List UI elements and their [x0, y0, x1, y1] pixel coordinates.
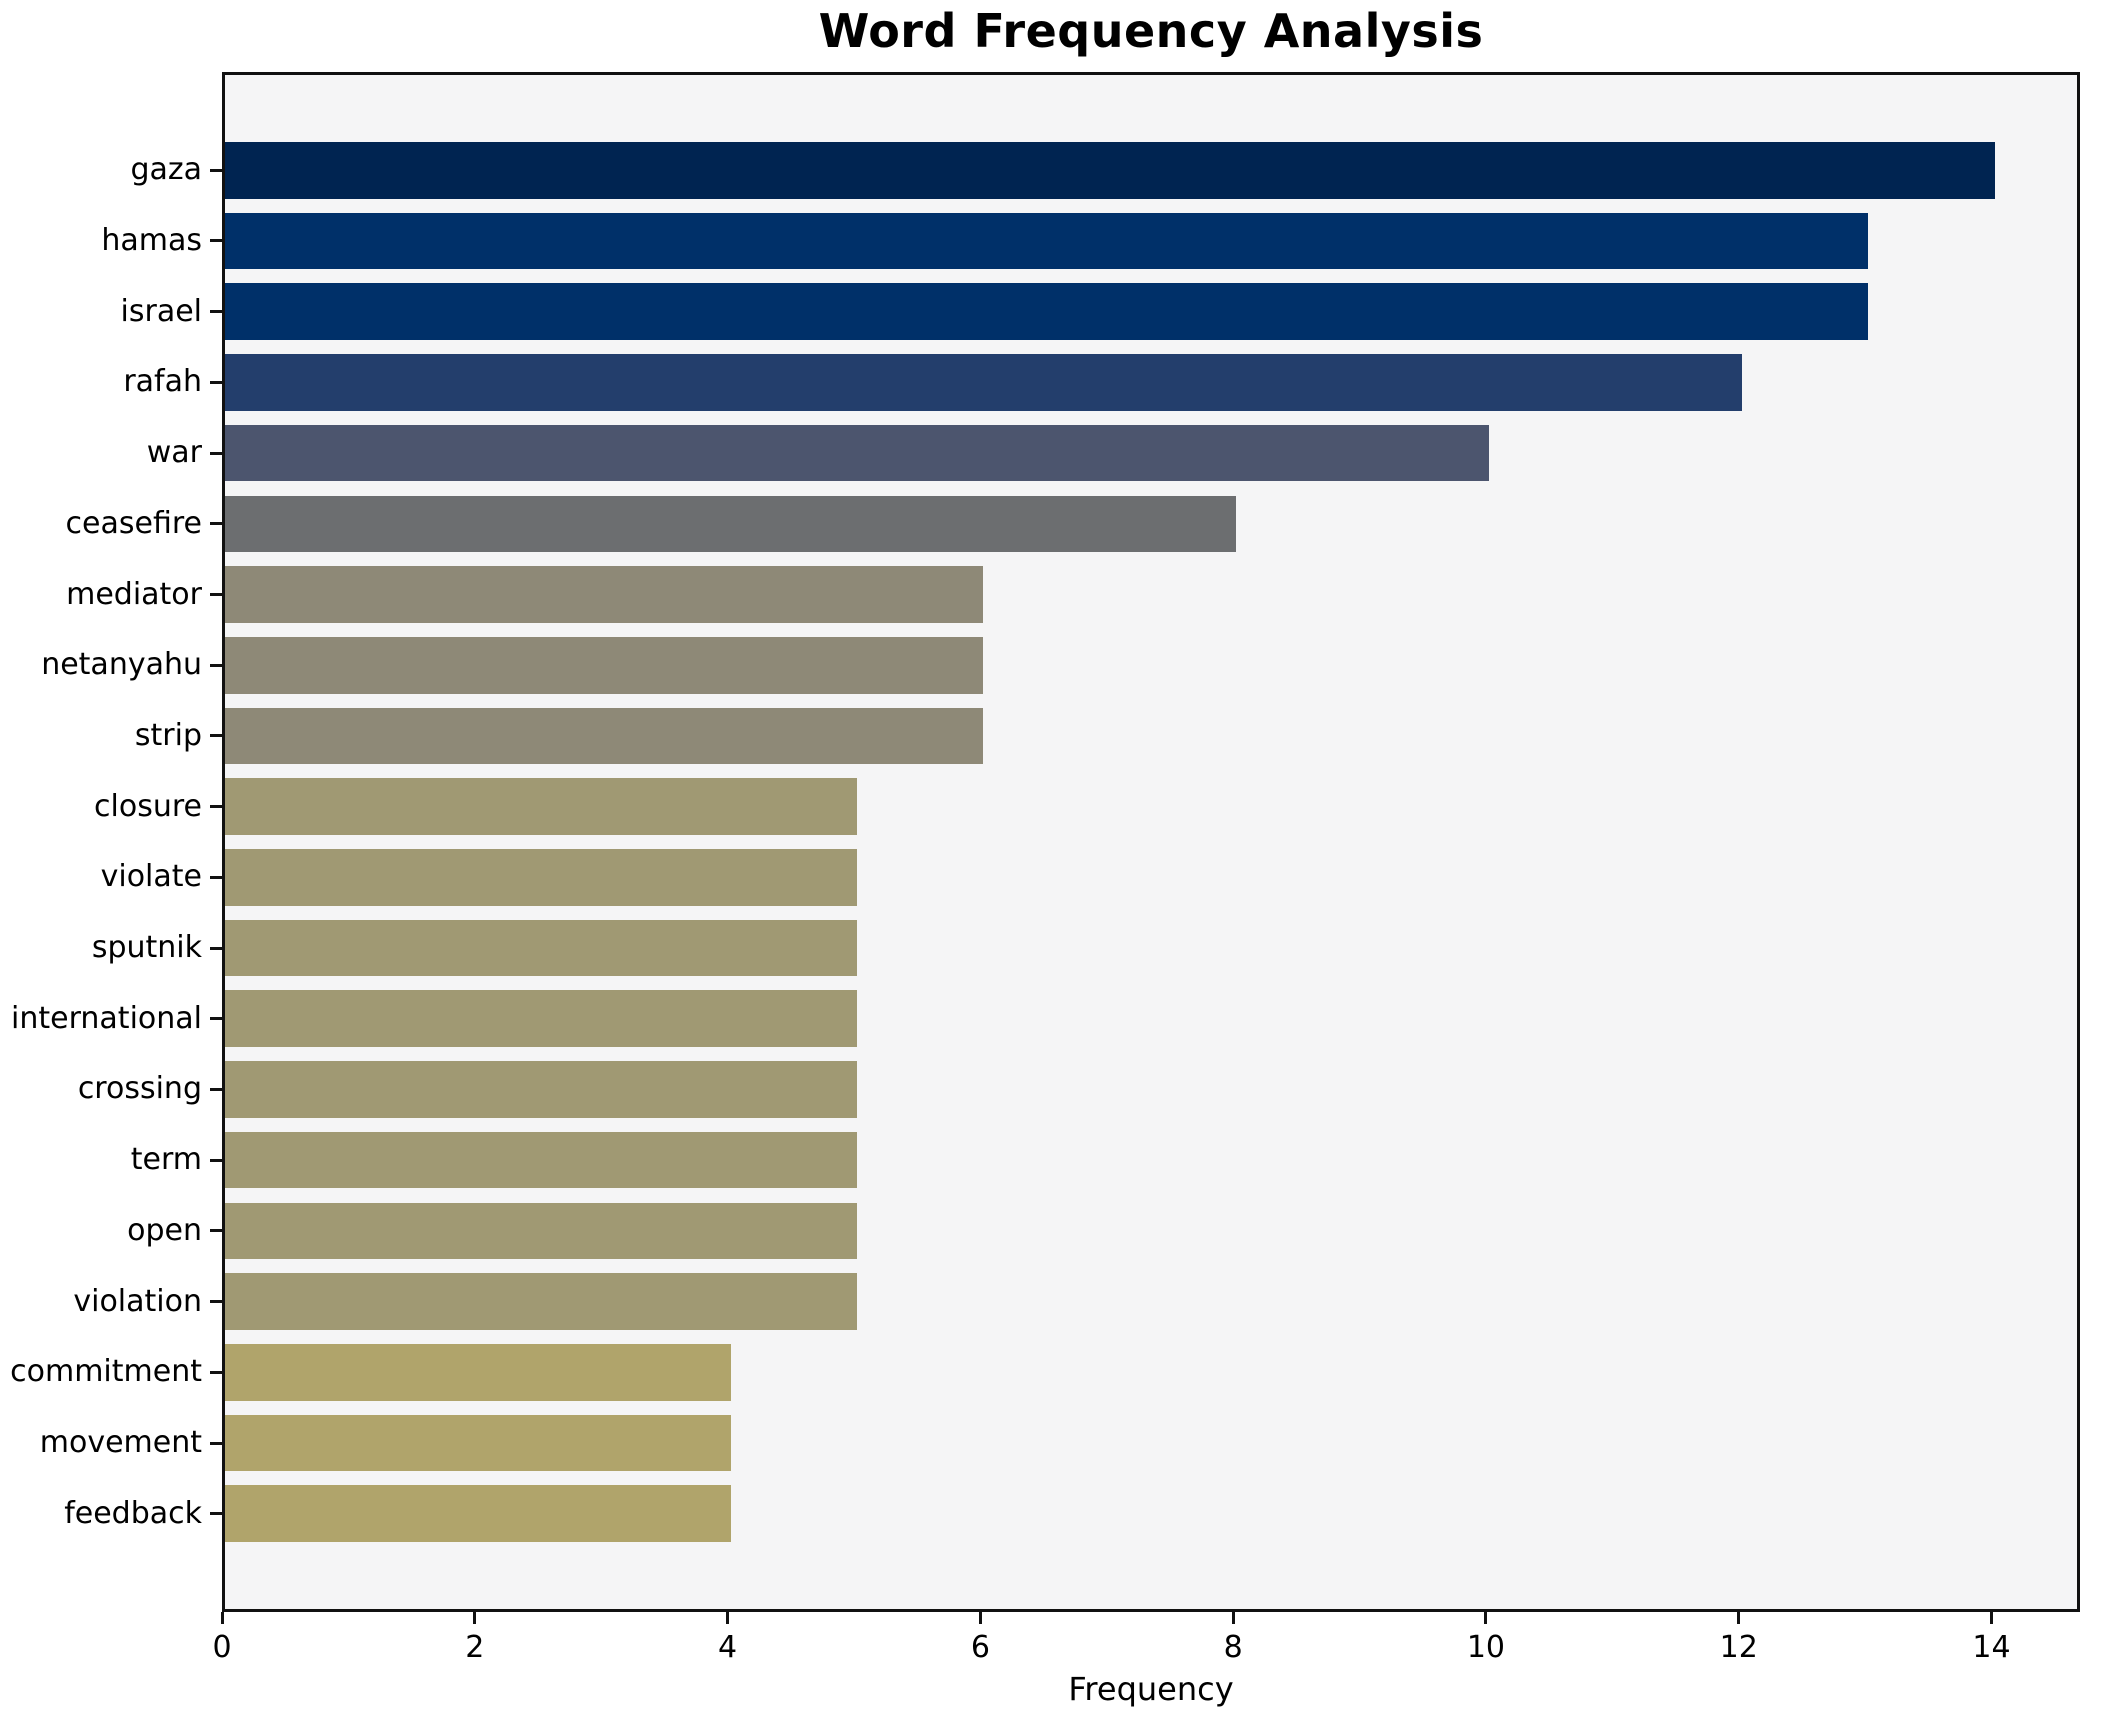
y-tick-mark — [210, 522, 222, 526]
y-tick-label-closure: closure — [94, 788, 202, 824]
y-tick-label-international: international — [11, 1000, 202, 1036]
x-tick-mark — [1990, 1612, 1994, 1624]
y-tick-label-mediator: mediator — [66, 576, 202, 612]
y-tick-label-netanyahu: netanyahu — [41, 647, 202, 683]
y-tick-mark — [210, 168, 222, 172]
x-tick-label-8: 8 — [1223, 1630, 1243, 1665]
x-tick-label-14: 14 — [1972, 1630, 2011, 1665]
y-tick-label-open: open — [127, 1212, 202, 1248]
y-tick-label-violation: violation — [73, 1283, 202, 1319]
x-tick-label-2: 2 — [465, 1630, 485, 1665]
bar-gaza — [225, 142, 1995, 199]
y-tick-label-ceasefire: ceasefire — [65, 505, 202, 541]
y-tick-mark — [210, 239, 222, 243]
y-tick-mark — [210, 805, 222, 809]
bar-strip — [225, 707, 984, 765]
x-tick-mark — [1231, 1612, 1235, 1624]
x-tick-label-6: 6 — [970, 1630, 990, 1665]
y-tick-mark — [210, 734, 222, 738]
y-tick-label-violate: violate — [100, 859, 202, 895]
bar-commitment — [225, 1344, 731, 1401]
y-tick-mark — [210, 946, 222, 950]
bar-sputnik — [225, 919, 857, 977]
bar-hamas — [225, 212, 1869, 270]
y-tick-label-sputnik: sputnik — [91, 930, 202, 966]
x-tick-mark — [1737, 1612, 1741, 1624]
y-tick-mark — [210, 875, 222, 879]
y-tick-mark — [210, 1017, 222, 1021]
x-tick-mark — [220, 1612, 224, 1624]
y-tick-label-rafah: rafah — [123, 364, 202, 400]
plot-area — [222, 72, 2080, 1612]
y-tick-label-israel: israel — [120, 293, 202, 329]
y-tick-label-commitment: commitment — [10, 1354, 202, 1390]
y-tick-mark — [210, 1300, 222, 1304]
y-tick-label-term: term — [130, 1142, 202, 1178]
bar-feedback — [225, 1485, 731, 1542]
x-tick-label-10: 10 — [1466, 1630, 1506, 1665]
y-tick-mark — [210, 1441, 222, 1445]
x-tick-mark — [726, 1612, 730, 1624]
y-tick-label-strip: strip — [134, 717, 202, 753]
y-tick-label-war: war — [146, 435, 202, 471]
bars-layer — [225, 75, 2077, 1609]
bar-mediator — [225, 566, 984, 623]
bar-movement — [225, 1414, 731, 1472]
x-tick-label-0: 0 — [212, 1630, 232, 1665]
y-tick-label-gaza: gaza — [130, 152, 202, 188]
bar-ceasefire — [225, 495, 1237, 553]
bar-closure — [225, 778, 857, 835]
y-tick-mark — [210, 310, 222, 314]
y-tick-mark — [210, 380, 222, 384]
bar-crossing — [225, 1061, 857, 1118]
x-tick-label-4: 4 — [718, 1630, 738, 1665]
bar-international — [225, 990, 857, 1048]
bar-violate — [225, 849, 857, 906]
bar-netanyahu — [225, 636, 984, 694]
y-tick-mark — [210, 663, 222, 667]
x-tick-mark — [1484, 1612, 1488, 1624]
bar-war — [225, 424, 1489, 482]
y-tick-mark — [210, 1370, 222, 1374]
y-tick-mark — [210, 1087, 222, 1091]
x-tick-mark — [978, 1612, 982, 1624]
x-axis-label: Frequency — [1068, 1670, 1234, 1708]
x-tick-label-12: 12 — [1719, 1630, 1758, 1665]
bar-open — [225, 1202, 857, 1260]
y-tick-mark — [210, 593, 222, 597]
y-tick-mark — [210, 451, 222, 455]
bar-israel — [225, 283, 1869, 340]
y-tick-label-hamas: hamas — [101, 222, 202, 258]
y-tick-mark — [210, 1512, 222, 1516]
bar-rafah — [225, 354, 1742, 411]
bar-violation — [225, 1273, 857, 1330]
y-tick-label-movement: movement — [39, 1425, 202, 1460]
chart-title: Word Frequency Analysis — [818, 4, 1484, 58]
x-tick-mark — [473, 1612, 477, 1624]
y-tick-mark — [210, 1229, 222, 1233]
y-tick-label-feedback: feedback — [64, 1495, 202, 1531]
y-tick-mark — [210, 1158, 222, 1162]
y-tick-label-crossing: crossing — [77, 1071, 202, 1107]
bar-term — [225, 1131, 857, 1189]
